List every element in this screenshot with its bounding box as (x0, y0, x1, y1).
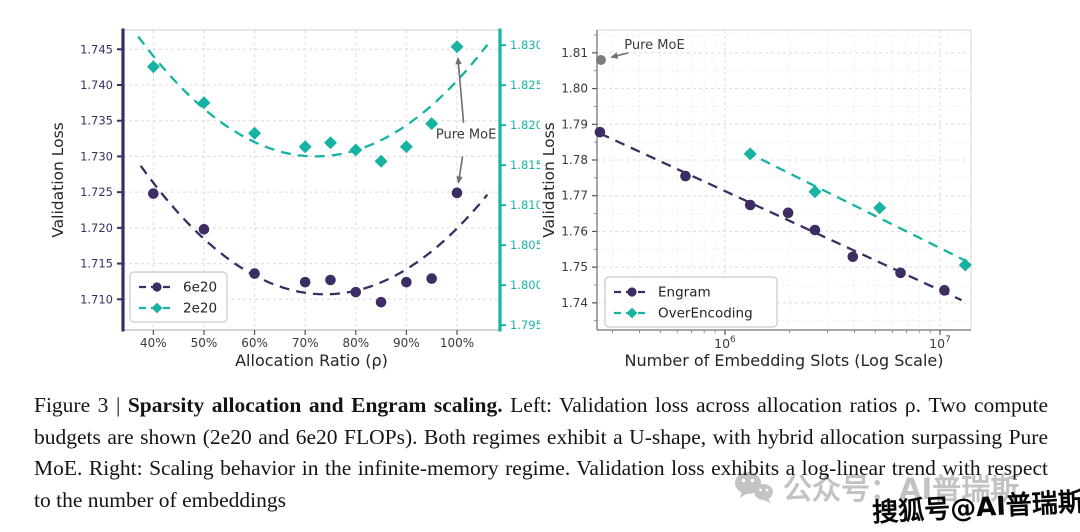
caption-body: Left: Validation loss across allocation … (34, 393, 1048, 512)
svg-text:1.81: 1.81 (561, 46, 588, 60)
figure-caption: Figure 3 | Sparsity allocation and Engra… (34, 390, 1048, 516)
svg-text:1.825: 1.825 (510, 78, 540, 92)
svg-text:Number of Embedding Slots (Log: Number of Embedding Slots (Log Scale) (625, 351, 944, 370)
series-6e20 (139, 165, 489, 308)
wechat-icon (735, 471, 773, 503)
svg-text:1.78: 1.78 (561, 153, 588, 167)
svg-text:Validation Loss: Validation Loss (540, 122, 558, 237)
svg-text:1.805: 1.805 (510, 238, 540, 252)
svg-text:OverEncoding: OverEncoding (658, 306, 753, 322)
svg-text:40%: 40% (140, 336, 167, 350)
svg-text:1.79: 1.79 (561, 117, 588, 131)
point-pure-moe (595, 55, 606, 65)
svg-text:1.77: 1.77 (561, 189, 588, 203)
svg-text:1.815: 1.815 (510, 158, 540, 172)
annotation-pure-moe: Pure MoE (436, 56, 496, 184)
svg-text:Allocation Ratio (ρ): Allocation Ratio (ρ) (235, 351, 388, 370)
svg-text:1.795: 1.795 (510, 318, 540, 332)
ticks-and-labels: 1.710 1.715 1.720 1.725 1.730 1.735 1.740 1.745… (49, 38, 540, 370)
series-2e20 (137, 35, 489, 168)
wechat-watermark: 公众号：AI普瑞斯 (734, 466, 1019, 508)
svg-text:1.730: 1.730 (80, 149, 113, 163)
svg-text:1.725: 1.725 (80, 185, 113, 199)
caption-title: Sparsity allocation and Engram scaling. (127, 393, 503, 417)
svg-text:1.710: 1.710 (80, 292, 113, 306)
series-OverEncoding (743, 147, 972, 272)
svg-text:1.810: 1.810 (510, 198, 540, 212)
svg-text:90%: 90% (393, 336, 420, 350)
svg-text:80%: 80% (342, 336, 369, 350)
svg-text:1.715: 1.715 (80, 257, 113, 271)
svg-text:70%: 70% (292, 336, 319, 350)
left-chart-allocation-ratio: 1.710 1.715 1.720 1.725 1.730 1.735 1.740 1.745… (49, 28, 540, 370)
svg-text:50%: 50% (191, 336, 218, 350)
svg-text:1.735: 1.735 (80, 114, 113, 128)
svg-text:107: 107 (929, 335, 951, 351)
wechat-watermark-text: 公众号：AI普瑞斯 (783, 472, 1020, 506)
svg-text:1.830: 1.830 (510, 38, 540, 52)
svg-text:1.75: 1.75 (561, 260, 588, 274)
svg-text:1.740: 1.740 (80, 78, 113, 92)
svg-text:1.80: 1.80 (561, 82, 588, 96)
svg-text:106: 106 (714, 335, 736, 351)
svg-text:1.720: 1.720 (80, 221, 113, 235)
ticks-and-labels: 1.74 1.75 1.76 1.77 1.78 1.79 1.80 1.81 106 107Nu… (540, 34, 951, 370)
caption-figure-number: Figure 3 | (34, 393, 128, 417)
annotation-pure-moe: Pure MoE (610, 38, 685, 59)
svg-text:60%: 60% (241, 336, 268, 350)
svg-text:Validation Loss: Validation Loss (49, 122, 67, 237)
svg-text:1.820: 1.820 (510, 118, 540, 132)
legend: 6e20 2e20 (129, 271, 228, 323)
svg-text:100%: 100% (440, 336, 474, 350)
right-chart-embedding-slots: 1.74 1.75 1.76 1.77 1.78 1.79 1.80 1.81 106 107Nu… (540, 29, 972, 370)
svg-text:Pure MoE: Pure MoE (436, 127, 496, 142)
spines (121, 28, 502, 332)
svg-text:1.74: 1.74 (561, 296, 588, 310)
svg-text:Pure MoE: Pure MoE (624, 38, 684, 53)
svg-text:2e20: 2e20 (183, 301, 217, 317)
svg-text:1.745: 1.745 (80, 42, 113, 56)
legend: Engram OverEncoding (604, 276, 778, 328)
spines (596, 29, 972, 331)
series-Engram (594, 126, 963, 302)
svg-text:1.800: 1.800 (510, 278, 540, 292)
svg-text:Engram: Engram (658, 285, 711, 301)
grid (123, 30, 500, 330)
svg-text:6e20: 6e20 (183, 280, 217, 296)
svg-text:1.76: 1.76 (561, 224, 588, 238)
